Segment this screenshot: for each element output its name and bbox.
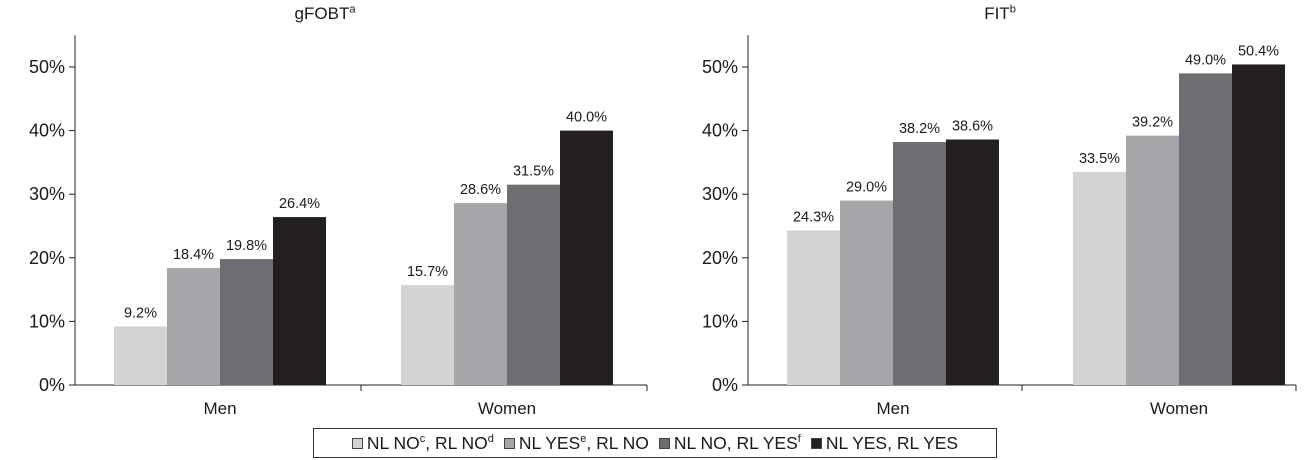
legend-swatch xyxy=(351,437,363,449)
legend-label: NL YES, RL YES xyxy=(825,432,959,453)
x-category-label: Women xyxy=(1150,399,1208,418)
bar xyxy=(1232,64,1285,386)
y-tick-label: 50% xyxy=(702,57,738,77)
data-label: 38.2% xyxy=(899,121,940,137)
data-label: 33.5% xyxy=(1079,151,1120,167)
legend-item-nl-yes-rl-no: NL YESe, RL NO xyxy=(503,432,649,454)
bar xyxy=(454,203,507,385)
data-label: 50.4% xyxy=(1238,43,1279,59)
bar xyxy=(560,130,613,385)
bar xyxy=(220,259,273,385)
chart-canvas: 0% 10% 20% 30% 40% 50% Men 9.2% 18.4% 19.8% 26.4% W… xyxy=(29,35,1297,418)
data-label: 28.6% xyxy=(460,182,501,198)
bar xyxy=(507,184,560,385)
y-tick-label: 20% xyxy=(702,248,738,268)
legend-label: NL YESe, RL NO xyxy=(518,432,649,453)
legend-item-nl-yes-rl-yes: NL YES, RL YES xyxy=(810,432,959,454)
x-category-label: Men xyxy=(203,399,236,418)
bar xyxy=(167,267,220,385)
bar xyxy=(401,285,454,385)
data-label: 29.0% xyxy=(846,180,887,196)
data-label: 24.3% xyxy=(793,209,834,225)
y-tick-label: 10% xyxy=(702,311,738,331)
chart-title-fit: FITb xyxy=(984,4,1016,24)
bar xyxy=(946,139,999,385)
legend-item-nl-no-rl-yes: NL NO, RL YESf xyxy=(658,432,801,454)
legend: NL NOc, RL NOd NL YESe, RL NO NL NO, RL … xyxy=(313,428,997,458)
legend-swatch xyxy=(503,437,515,449)
chart-title-gfobt: gFOBTa xyxy=(295,4,356,24)
chart-title-text: gFOBT xyxy=(294,4,350,23)
chart-title-footnote: b xyxy=(1009,3,1016,16)
data-label: 31.5% xyxy=(513,164,554,180)
chart-title-text: FIT xyxy=(984,4,1010,23)
x-category-label: Women xyxy=(478,399,536,418)
bar xyxy=(787,230,840,385)
data-label: 15.7% xyxy=(407,264,448,280)
y-tick-label: 0% xyxy=(39,375,65,395)
y-tick-label: 10% xyxy=(29,311,65,331)
legend-swatch xyxy=(658,437,670,449)
y-tick-label: 30% xyxy=(702,184,738,204)
data-label: 18.4% xyxy=(173,247,214,263)
x-category-label: Men xyxy=(876,399,909,418)
bar xyxy=(1179,73,1232,386)
bar xyxy=(840,200,893,385)
legend-item-nl-no-rl-no: NL NOc, RL NOd xyxy=(351,432,494,454)
bar xyxy=(1073,171,1126,385)
data-label: 38.6% xyxy=(952,119,993,135)
legend-swatch xyxy=(810,437,822,449)
bar xyxy=(1126,135,1179,385)
data-label: 19.8% xyxy=(226,238,267,254)
data-label: 26.4% xyxy=(279,196,320,212)
y-tick-label: 0% xyxy=(712,375,738,395)
legend-label: NL NOc, RL NOd xyxy=(366,432,494,453)
data-label: 39.2% xyxy=(1132,115,1173,131)
chart-title-footnote: a xyxy=(349,3,356,16)
legend-label: NL NO, RL YESf xyxy=(673,432,801,453)
y-tick-label: 40% xyxy=(29,121,65,141)
data-label: 40.0% xyxy=(566,110,607,126)
y-tick-label: 30% xyxy=(29,184,65,204)
bar xyxy=(893,142,946,385)
y-tick-label: 40% xyxy=(702,121,738,141)
y-tick-label: 50% xyxy=(29,57,65,77)
data-label: 9.2% xyxy=(124,305,157,321)
y-tick-label: 20% xyxy=(29,248,65,268)
bar xyxy=(273,217,326,385)
data-label: 49.0% xyxy=(1185,52,1226,68)
bar xyxy=(114,326,167,385)
